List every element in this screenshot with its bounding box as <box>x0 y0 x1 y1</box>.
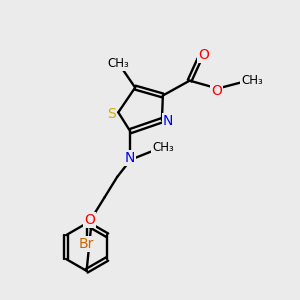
Text: CH₃: CH₃ <box>241 74 263 87</box>
Text: CH₃: CH₃ <box>152 140 174 154</box>
Text: O: O <box>84 213 95 227</box>
Text: Br: Br <box>79 237 94 251</box>
Text: CH₃: CH₃ <box>107 57 129 70</box>
Text: N: N <box>125 151 135 165</box>
Text: N: N <box>163 114 173 128</box>
Text: O: O <box>198 48 209 62</box>
Text: O: O <box>211 84 222 98</box>
Text: S: S <box>107 107 116 121</box>
